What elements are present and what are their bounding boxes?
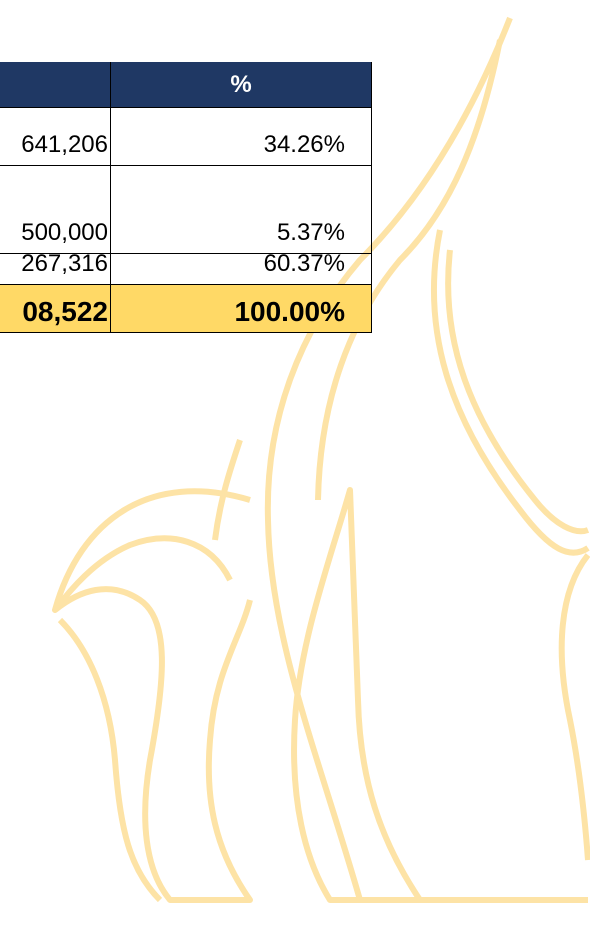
cell: 500,000 xyxy=(0,166,111,253)
table-row: 500,000 5.37% xyxy=(0,166,372,254)
total-row: 08,522 100.00% xyxy=(0,285,372,333)
header-row: % xyxy=(0,62,372,108)
cell: 60.37% xyxy=(111,254,372,284)
cell: 100.00% xyxy=(111,285,372,332)
cell: 267,316 xyxy=(0,254,111,284)
table-row: 267,316 60.37% xyxy=(0,254,372,285)
cell xyxy=(0,62,111,107)
cell: 08,522 xyxy=(0,285,111,332)
cell: 34.26% xyxy=(111,108,372,165)
table-row: 641,206 34.26% xyxy=(0,108,372,166)
cell: 5.37% xyxy=(111,166,372,253)
cell: % xyxy=(111,62,372,107)
cell: 641,206 xyxy=(0,108,111,165)
